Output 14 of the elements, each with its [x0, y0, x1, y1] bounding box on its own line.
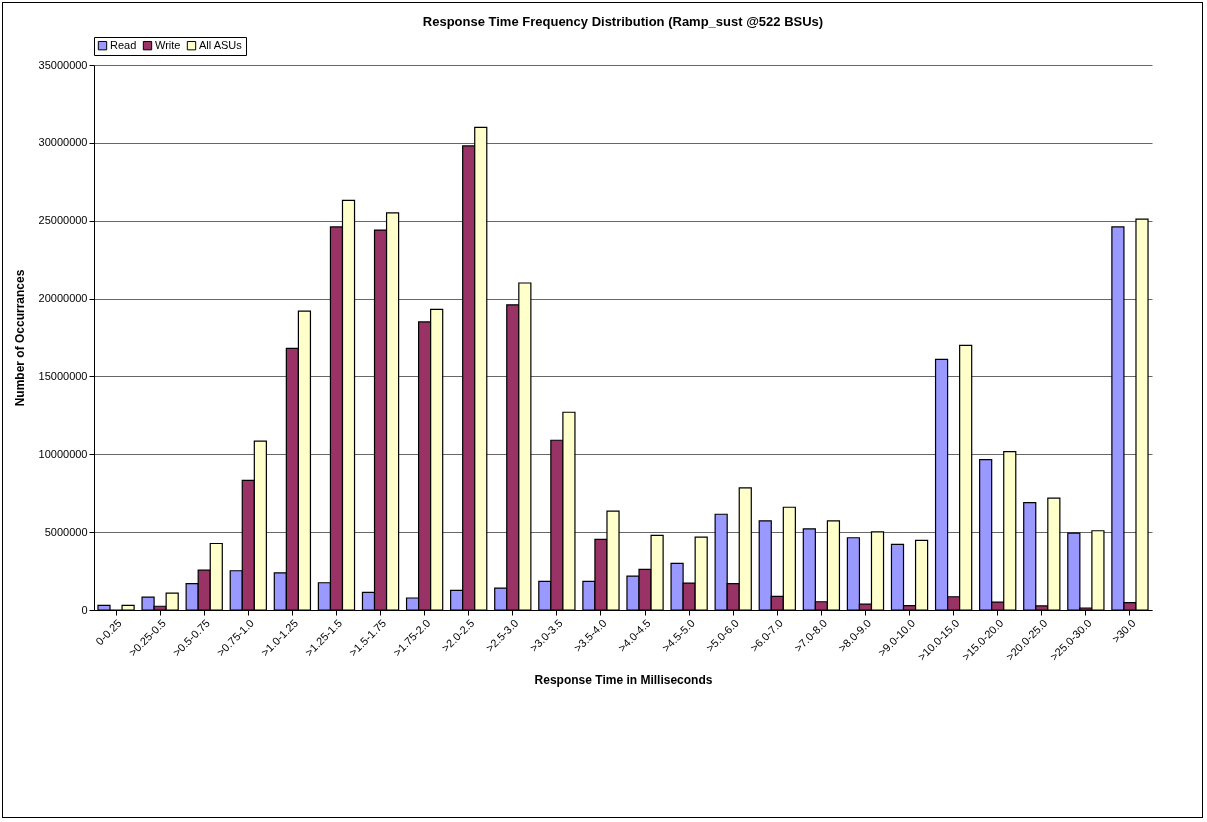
y-tick-label: 25000000 — [38, 214, 88, 227]
y-tick-label: 0 — [81, 603, 88, 616]
y-tick-label: 5000000 — [44, 525, 88, 538]
legend-label: All ASUs — [199, 38, 243, 51]
y-tick-label: 20000000 — [38, 292, 88, 305]
legend-label: Read — [110, 38, 137, 51]
chart-title: Response Time Frequency Distribution (Ramp_sust @522 BSUs) — [422, 13, 824, 29]
legend-label: Write — [155, 38, 181, 51]
y-axis-title: Number of Occurrances — [12, 269, 27, 407]
x-axis-title: Response Time in Milliseconds — [534, 672, 713, 687]
y-tick-label: 15000000 — [38, 369, 88, 382]
y-tick-label: 35000000 — [38, 58, 88, 71]
y-tick-label: 10000000 — [38, 447, 88, 460]
y-tick-label: 30000000 — [38, 136, 88, 149]
